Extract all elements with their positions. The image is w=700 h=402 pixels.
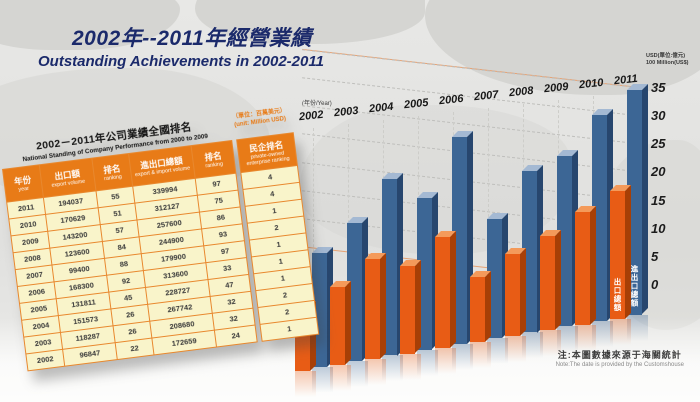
x-axis-label: (年份/Year) — [302, 101, 332, 107]
bar-reflection — [505, 336, 526, 363]
x-axis-year-label: 2004 — [368, 100, 395, 115]
bar-reflection — [400, 353, 421, 380]
bar-reflection — [382, 355, 403, 382]
page-title: 2002年--2011年經營業績 Outstanding Achievement… — [38, 22, 324, 70]
y-axis-unit-line2: 100 Million(US$) — [646, 60, 689, 67]
y-axis-tick-label: 20 — [651, 164, 666, 180]
bar-export-volume: 出口總額 — [610, 190, 625, 319]
x-axis-year-label: 2002 — [298, 108, 325, 123]
bar-reflection — [627, 314, 648, 341]
series-label: 進出口總額 — [630, 265, 639, 308]
series-label: 出口總額 — [613, 277, 622, 312]
x-axis-year-label: 2009 — [543, 80, 570, 96]
bar-reflection — [347, 361, 368, 388]
y-axis-tick-label: 10 — [651, 220, 666, 236]
bar-reflection — [592, 320, 613, 347]
year-grid-line — [313, 127, 314, 323]
source-note-zh: 注:本圖數據來源于海關統計 — [557, 350, 682, 360]
bar-reflection — [575, 324, 596, 351]
bar-export-volume — [330, 287, 345, 366]
bar-reflection — [470, 342, 491, 368]
bar-reflection — [557, 326, 578, 353]
table-cell: 2002 — [26, 349, 65, 371]
x-axis-year-label: 2010 — [578, 76, 605, 92]
column-header: 出口額 export volume — [39, 158, 96, 197]
x-axis-year-label: 2005 — [403, 96, 430, 111]
x-axis-year-label: 2006 — [438, 92, 465, 107]
table-cell: 22 — [115, 338, 154, 359]
y-axis-unit-label: USD(單位:億元) 100 Million(US$) — [646, 53, 700, 67]
bar-reflection — [452, 343, 473, 370]
bar-export-volume — [435, 236, 450, 348]
bar-reflection — [487, 338, 508, 364]
y-axis-tick-label: 30 — [651, 108, 666, 124]
x-axis-year-label: 2008 — [508, 84, 535, 100]
bar-reflection — [435, 347, 456, 374]
y-axis-unit-line1: USD(單位:億元) — [646, 53, 686, 59]
y-axis-tick-label: 0 — [651, 277, 659, 292]
source-note-en: Note:The date is provided by the Customs… — [555, 362, 684, 368]
source-note: 注:本圖數據來源于海關統計 Note:The date is provided … — [556, 348, 684, 368]
bar-export-volume — [505, 254, 520, 337]
y-axis-tick-label: 35 — [651, 79, 666, 95]
performance-table: 年份 year 出口額 export volume 排名 ranking 進出口總額 expo… — [1, 132, 320, 372]
bar-export-volume — [575, 211, 590, 325]
y-axis-tick-label: 25 — [651, 136, 666, 152]
column-header: 排名 ranking — [92, 154, 133, 191]
x-axis-year-label: 2003 — [333, 104, 360, 119]
bar-reflection — [312, 367, 333, 393]
y-axis-tick-label: 5 — [651, 248, 659, 264]
bar-reflection — [330, 365, 351, 392]
page-title-zh: 2002年--2011年經營業績 — [72, 27, 312, 50]
column-header: 年份 year — [3, 165, 43, 202]
bar-reflection — [417, 349, 438, 376]
bar-export-volume — [400, 266, 415, 354]
bar-export-volume — [540, 236, 555, 331]
bar-reflection — [295, 371, 316, 397]
bar-reflection — [365, 359, 386, 386]
bar-export-volume — [470, 276, 485, 342]
bar-reflection — [610, 318, 631, 345]
bar-export-volume — [365, 259, 380, 360]
year-grid-line — [488, 107, 489, 303]
table-main-columns: 年份 year 出口額 export volume 排名 ranking 進出口總額 expo… — [1, 139, 258, 372]
ranking-table-block: 2002－2011年公司業績全國排名 National Standing of … — [0, 107, 320, 372]
page-title-en: Outstanding Achievements in 2002-2011 — [38, 53, 324, 70]
column-header: 排名 ranking — [191, 141, 236, 178]
bar-reflection — [540, 330, 561, 357]
x-axis-year-label: 2007 — [473, 88, 500, 103]
bar-reflection — [522, 332, 543, 359]
y-axis-tick-label: 15 — [651, 192, 666, 208]
